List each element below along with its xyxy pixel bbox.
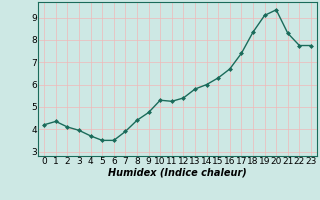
X-axis label: Humidex (Indice chaleur): Humidex (Indice chaleur): [108, 168, 247, 178]
